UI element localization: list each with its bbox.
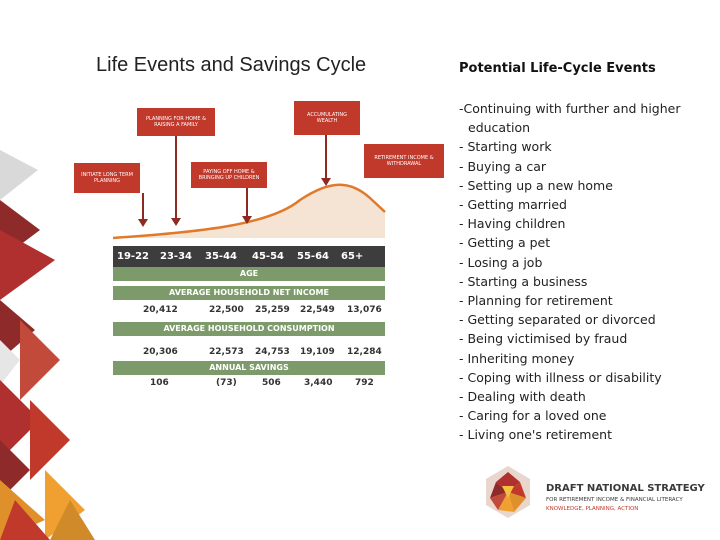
list-item: - Coping with illness or disability [459, 369, 662, 385]
age-65-plus: 65+ [341, 251, 364, 262]
savings-value: (73) [216, 378, 237, 388]
events-heading: Potential Life-Cycle Events [459, 61, 656, 76]
events-list: -Continuing with further and higher educ… [459, 99, 709, 445]
callout-paying-off: Paying off home & bringing up children [191, 162, 267, 188]
consumption-value: 20,306 [143, 347, 178, 357]
arrow-initiate [142, 193, 144, 221]
consumption-label-bar: AVERAGE HOUSEHOLD CONSUMPTION [113, 322, 385, 336]
age-35-44: 35-44 [205, 251, 237, 262]
consumption-value: 19,109 [300, 347, 335, 357]
arrow-accumulating [325, 135, 327, 180]
consumption-value: 12,284 [347, 347, 382, 357]
age-label-bar: AGE [113, 267, 385, 281]
age-55-64: 55-64 [297, 251, 329, 262]
net-income-value: 20,412 [143, 305, 178, 315]
net-income-value: 22,549 [300, 305, 335, 315]
list-item: - Getting a pet [459, 235, 551, 251]
callout-planning-home: Planning for home & raising a family [137, 108, 215, 136]
callout-initiate: Initiate long term planning [74, 163, 140, 193]
savings-value: 106 [150, 378, 169, 388]
list-item: - Buying a car [459, 158, 546, 174]
list-item: - Having children [459, 216, 566, 232]
arrow-planning-home [175, 136, 177, 220]
list-item: - Dealing with death [459, 389, 586, 405]
savings-label-bar: ANNUAL SAVINGS [113, 361, 385, 375]
net-income-value: 22,500 [209, 305, 244, 315]
callout-accumulating: Accumulating wealth [294, 101, 360, 135]
list-item: - Being victimised by fraud [459, 331, 628, 347]
logo-title: DRAFT NATIONAL STRATEGY [546, 483, 705, 494]
consumption-value: 24,753 [255, 347, 290, 357]
list-item: - Inheriting money [459, 350, 575, 366]
list-item: - Caring for a loved one [459, 408, 607, 424]
slide-title: Life Events and Savings Cycle [96, 54, 367, 76]
age-45-54: 45-54 [252, 251, 284, 262]
arrow-head-accumulating [321, 178, 331, 186]
list-item: - Setting up a new home [459, 177, 613, 193]
list-item: - Getting married [459, 197, 567, 213]
callout-retirement: Retirement income & withdrawal [364, 144, 444, 178]
list-item: - Starting a business [459, 273, 588, 289]
age-19-22: 19-22 [117, 251, 149, 262]
arrow-paying-off [246, 188, 248, 218]
consumption-value: 22,573 [209, 347, 244, 357]
list-item: - Getting separated or divorced [459, 312, 656, 328]
age-23-34: 23-34 [160, 251, 192, 262]
arrow-head-initiate [138, 219, 148, 227]
list-item: -Continuing with further and higher educ… [459, 101, 681, 136]
list-item: - Planning for retirement [459, 293, 613, 309]
savings-value: 792 [355, 378, 374, 388]
net-income-value: 13,076 [347, 305, 382, 315]
net-income-value: 25,259 [255, 305, 290, 315]
list-item: - Living one's retirement [459, 427, 612, 443]
net-income-label-bar: AVERAGE HOUSEHOLD NET INCOME [113, 286, 385, 300]
decorative-triangles [0, 150, 95, 540]
logo-tagline: KNOWLEDGE, PLANNING, ACTION [546, 506, 639, 512]
arrow-head-paying-off [242, 216, 252, 224]
savings-value: 506 [262, 378, 281, 388]
age-band: 19-22 23-34 35-44 45-54 55-64 65+ [113, 246, 385, 267]
logo-subtitle: FOR RETIREMENT INCOME & FINANCIAL LITERA… [546, 497, 683, 503]
list-item: - Losing a job [459, 254, 543, 270]
arrow-head-planning-home [171, 218, 181, 226]
savings-value: 3,440 [304, 378, 333, 388]
list-item: - Starting work [459, 139, 552, 155]
